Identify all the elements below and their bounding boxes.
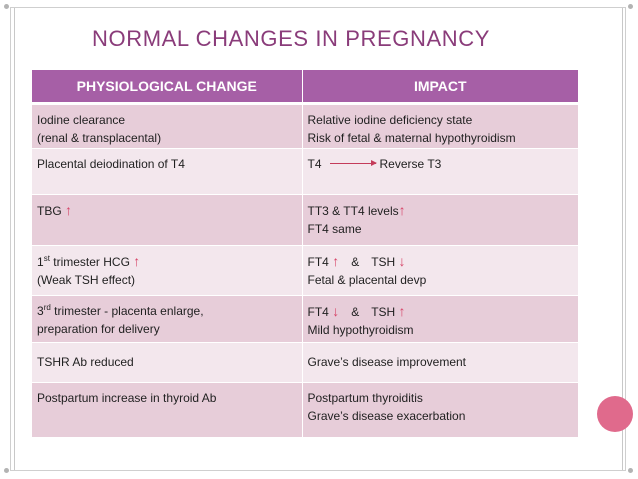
header-physiological-change: PHYSIOLOGICAL CHANGE [32, 70, 302, 105]
down-arrow-icon: ↓ [332, 303, 340, 319]
impact-cell: FT4 ↓ & TSH ↑ Mild hypothyroidism [301, 295, 578, 343]
up-arrow-icon: ↑ [65, 202, 73, 218]
change-cell: TBG ↑ [32, 194, 302, 246]
corner-dot [628, 468, 633, 473]
cell-text: Grave’s disease improvement [307, 355, 467, 369]
table-row: TSHR Ab reduced Grave’s disease improvem… [32, 342, 578, 383]
impact-cell: TT3 & TT4 levels↑ FT4 same [301, 194, 578, 246]
table-row: 1st trimester HCG ↑ (Weak TSH effect) FT… [32, 245, 578, 296]
change-cell: 1st trimester HCG ↑ (Weak TSH effect) [32, 245, 302, 296]
right-border-line [622, 8, 623, 470]
tt3-tt4-label: TT3 & TT4 levels [307, 204, 399, 218]
tsh-label: TSH [371, 305, 396, 319]
change-cell: Placental deiodination of T4 [32, 148, 302, 195]
ordinal-suffix: st [43, 254, 50, 263]
up-arrow-icon: ↑ [398, 202, 406, 218]
cell-text: TT3 & TT4 levels↑ [308, 201, 574, 220]
cell-text: T4 Reverse T3 [308, 155, 574, 173]
cell-text: TBG ↑ [37, 201, 297, 220]
cell-text: Postpartum thyroiditis [307, 391, 423, 405]
impact-cell: T4 Reverse T3 [301, 148, 578, 195]
cell-text: 3rd trimester - placenta enlarge, [37, 302, 297, 320]
change-cell: TSHR Ab reduced [32, 342, 302, 383]
cell-text: Iodine clearance [37, 113, 126, 127]
slide-title: NORMAL CHANGES IN PREGNANCY [92, 26, 490, 51]
down-arrow-icon: ↓ [398, 253, 406, 269]
tsh-label: TSH [371, 255, 396, 269]
corner-dot [628, 4, 633, 9]
table-header-row: PHYSIOLOGICAL CHANGE IMPACT [32, 70, 578, 105]
up-arrow-icon: ↑ [332, 253, 340, 269]
table-row: Placental deiodination of T4 T4 Reverse T… [32, 148, 578, 195]
left-border-line [14, 8, 15, 470]
ft4-label: FT4 [307, 255, 329, 269]
ampersand: & [351, 255, 360, 269]
header-impact: IMPACT [301, 70, 578, 105]
up-arrow-icon: ↑ [133, 253, 141, 269]
ordinal-number: 3 [37, 304, 44, 318]
cell-text: FT4 ↓ & TSH ↑ [308, 302, 574, 321]
cell-text: preparation for delivery [37, 322, 160, 336]
right-arrow-icon [329, 160, 377, 167]
changes-table: PHYSIOLOGICAL CHANGE IMPACT Iodine clear… [32, 70, 578, 437]
slide-frame [10, 7, 626, 471]
impact-cell: Postpartum thyroiditis Grave’s disease e… [301, 382, 578, 437]
reverse-t3-label: Reverse T3 [379, 157, 442, 171]
impact-cell: Grave’s disease improvement [301, 342, 578, 383]
accent-circle [597, 396, 633, 432]
cell-text: 1st trimester HCG ↑ [37, 252, 297, 271]
cell-text: FT4 same [307, 222, 362, 236]
impact-cell: FT4 ↑ & TSH ↓ Fetal & placental devp [301, 245, 578, 296]
ordinal-suffix: rd [43, 303, 51, 312]
cell-text: (renal & transplacental) [37, 131, 162, 145]
cell-text: Postpartum increase in thyroid Ab [37, 391, 217, 405]
change-cell: Postpartum increase in thyroid Ab [32, 382, 302, 437]
corner-dot [4, 468, 9, 473]
table-row: TBG ↑ TT3 & TT4 levels↑ FT4 same [32, 194, 578, 246]
cell-text: FT4 ↑ & TSH ↓ [308, 252, 574, 271]
impact-cell: Relative iodine deficiency state Risk of… [301, 103, 578, 149]
change-cell: 3rd trimester - placenta enlarge, prepar… [32, 295, 302, 343]
cell-text: Risk of fetal & maternal hypothyroidism [307, 131, 516, 145]
table-row: Iodine clearance (renal & transplacental… [32, 103, 578, 149]
cell-text: (Weak TSH effect) [37, 273, 136, 287]
ampersand: & [351, 305, 360, 319]
tbg-label: TBG [37, 204, 62, 218]
cell-text: Fetal & placental devp [307, 273, 427, 287]
cell-text: Relative iodine deficiency state [307, 113, 473, 127]
trimester-label: trimester HCG [49, 255, 130, 269]
cell-text: Mild hypothyroidism [307, 323, 414, 337]
trimester-label: trimester - placenta enlarge, [50, 304, 204, 318]
table-row: Postpartum increase in thyroid Ab Postpa… [32, 382, 578, 437]
ordinal-number: 1 [37, 255, 44, 269]
change-cell: Iodine clearance (renal & transplacental… [32, 103, 302, 149]
cell-text: Placental deiodination of T4 [37, 157, 185, 171]
up-arrow-icon: ↑ [398, 303, 406, 319]
t4-label: T4 [307, 157, 322, 171]
cell-text: TSHR Ab reduced [37, 355, 134, 369]
cell-text: Grave’s disease exacerbation [307, 409, 466, 423]
corner-dot [4, 4, 9, 9]
ft4-label: FT4 [307, 305, 329, 319]
table-row: 3rd trimester - placenta enlarge, prepar… [32, 295, 578, 343]
